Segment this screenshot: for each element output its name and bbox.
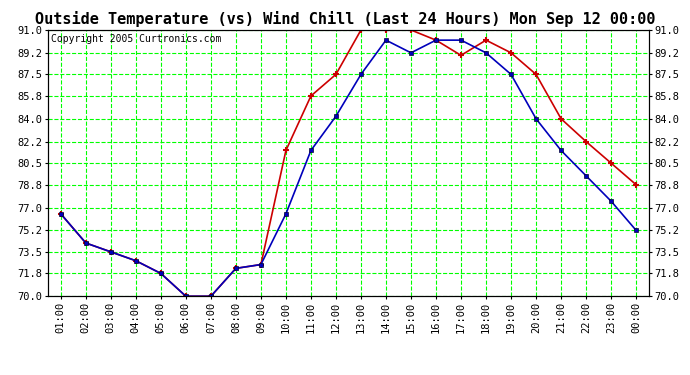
Text: Copyright 2005 Curtronics.com: Copyright 2005 Curtronics.com: [51, 34, 221, 44]
Text: Outside Temperature (vs) Wind Chill (Last 24 Hours) Mon Sep 12 00:00: Outside Temperature (vs) Wind Chill (Las…: [34, 11, 655, 27]
